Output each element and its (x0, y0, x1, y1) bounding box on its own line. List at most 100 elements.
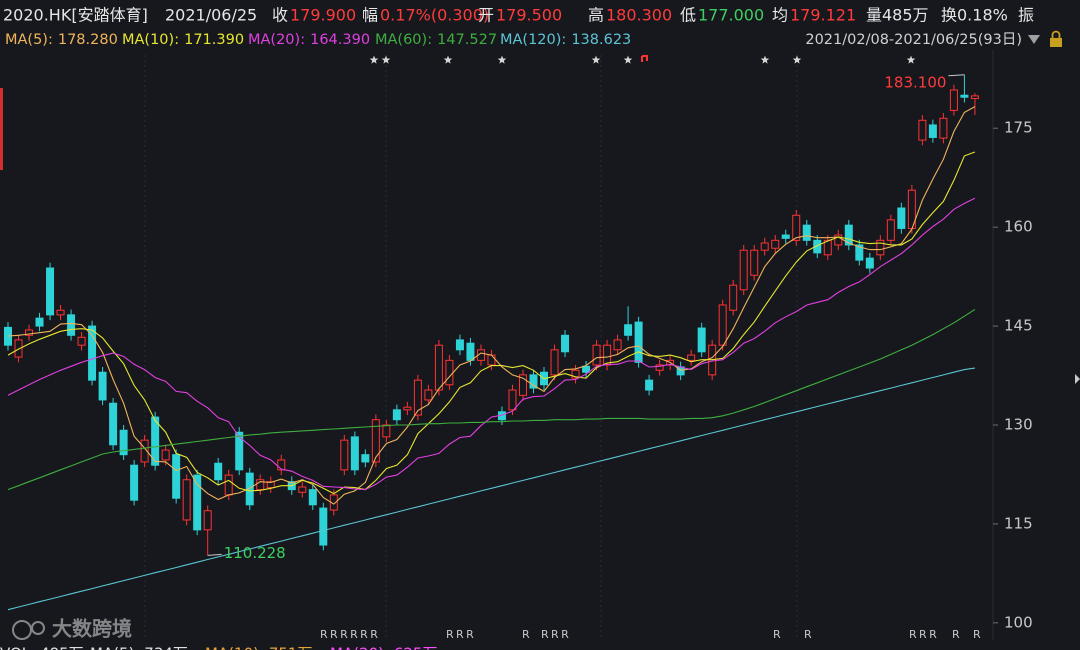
candle-body (855, 244, 864, 261)
legend-entry: MA(5): 178.280 (5, 32, 118, 48)
volume-row: VOL: 485万 MA(5): 734万 MA(10): 751万 MA(20): … (0, 645, 437, 650)
y-tick-label: 115 (1004, 514, 1033, 532)
candle-body (739, 249, 748, 291)
date-range: 2021/02/08-2021/06/25(93日) (805, 32, 1022, 48)
flag (641, 55, 648, 62)
r-marker: RRRRRR (320, 628, 380, 641)
candle-body (172, 454, 181, 499)
legend-name: MA(10): (122, 32, 179, 48)
watermark-text: 大数跨境 (52, 617, 132, 641)
legend-entry: MA(120): 138.623 (500, 32, 631, 48)
quote-items: 收 179.900 幅 0.17%(0.300)开 179.500 高 180.300 低 17… (272, 6, 856, 25)
y-tick-label: 175 (1004, 119, 1033, 137)
quote-value: 180.300 (606, 6, 672, 25)
candle-body (77, 336, 86, 346)
side-marker (0, 88, 3, 170)
candle-body (834, 234, 843, 246)
star (497, 55, 507, 64)
candle-body (193, 474, 202, 531)
candle-body (645, 379, 654, 391)
candle-body (277, 459, 286, 471)
candle-body (939, 117, 948, 139)
r-markers: RRRRRR RRR R RRR R R RRR R R (320, 628, 981, 641)
candle-body (424, 389, 433, 401)
legend-value: 164.390 (310, 32, 370, 48)
legend-name: MA(20): (248, 32, 305, 48)
candle-body (109, 402, 118, 446)
candle-body (119, 429, 128, 456)
star (623, 55, 633, 64)
legend-value: 171.390 (184, 32, 244, 48)
star (369, 55, 379, 64)
candle-body (308, 489, 317, 506)
watermark: 大数跨境 (12, 617, 132, 641)
side-arrow (1075, 374, 1080, 384)
legend-name: MA(60): (375, 32, 432, 48)
star (792, 55, 802, 64)
candle-body (298, 486, 307, 493)
candle-body (897, 207, 906, 229)
candle-body (561, 334, 570, 353)
legend-value: 147.527 (437, 32, 497, 48)
r-marker: R (522, 628, 532, 641)
y-tick-label: 130 (1004, 415, 1033, 433)
candle-body (182, 479, 191, 521)
logo-ring (31, 621, 45, 635)
candle-body (687, 354, 696, 361)
candle-body (224, 474, 233, 496)
quote-value: 179.121 (790, 6, 856, 25)
amplitude: 振 (1018, 6, 1034, 25)
candle-body (792, 214, 801, 241)
quote-label: 幅 (362, 6, 378, 25)
candle-body (151, 416, 160, 466)
r-marker: R (952, 628, 962, 641)
quote-value: 177.000 (698, 6, 764, 25)
r-marker: RRR (909, 628, 939, 641)
ma-line (7, 106, 976, 505)
candle-body (361, 454, 370, 463)
star (591, 55, 601, 64)
y-tick-label: 160 (1004, 218, 1033, 236)
candle-body (582, 365, 591, 373)
candle-body (771, 239, 780, 249)
candle-body (802, 224, 811, 241)
candle-body (571, 369, 580, 379)
annotation-leader (948, 74, 965, 77)
candle-body (256, 479, 265, 491)
y-tick-label: 100 (1004, 613, 1033, 631)
lock-body (1050, 38, 1062, 47)
star (443, 55, 453, 64)
candle-body (592, 344, 601, 366)
candle-body (25, 329, 34, 336)
legend-value: 138.623 (571, 32, 631, 48)
plot: 100 115 130 145 160 175 183.100 110.228 (4, 73, 1033, 631)
candle-body (203, 510, 212, 531)
candle-body (624, 324, 633, 336)
candle-body (949, 89, 958, 111)
candle-body (56, 309, 65, 316)
candle-body (603, 344, 612, 366)
lock-icon[interactable] (1050, 30, 1062, 48)
ma-line (7, 151, 976, 495)
candle-body (508, 389, 517, 411)
candle-body (266, 481, 275, 489)
volume-stat: MA(10): 751万 (205, 645, 312, 650)
legend-name: MA(5): (5, 32, 53, 48)
r-marker: R (804, 628, 814, 641)
candle-body (340, 439, 349, 471)
candle-body (140, 439, 149, 463)
annotation: 183.100 (884, 73, 946, 91)
candle-body (392, 409, 401, 421)
candle-body (403, 406, 412, 411)
r-marker: R (773, 628, 783, 641)
candle-body (613, 339, 622, 351)
legend-value: 178.280 (58, 32, 118, 48)
quote-value: 179.900 (290, 6, 356, 25)
quote-label: 均 (772, 6, 788, 25)
candle-body (161, 449, 170, 461)
dropdown-icon[interactable] (1028, 35, 1040, 44)
ma-line (7, 308, 976, 491)
logo-ring (12, 620, 32, 640)
candle-body (960, 94, 969, 98)
